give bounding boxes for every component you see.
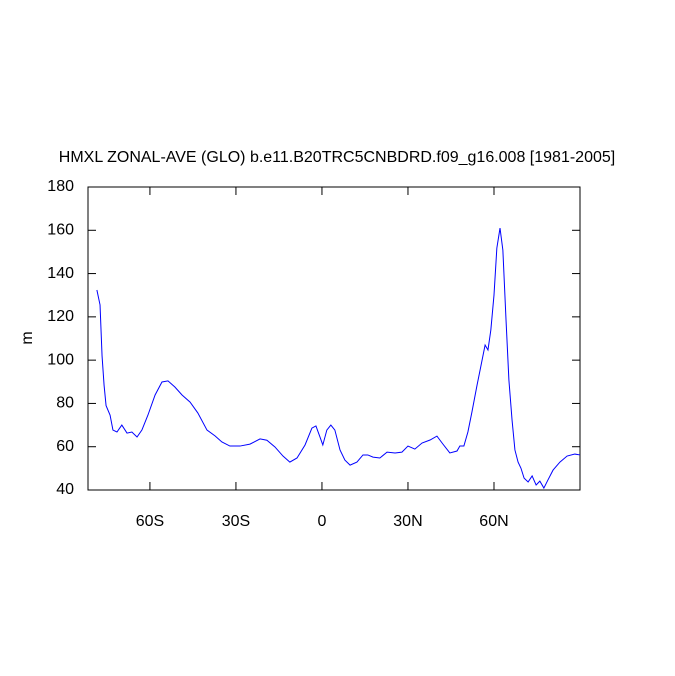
y-tick-label: 40: [56, 481, 74, 498]
x-tick-label: 30S: [222, 513, 250, 530]
y-tick-label: 140: [47, 265, 74, 282]
data-line: [96, 228, 581, 490]
x-tick-label: 0: [318, 513, 327, 530]
y-tick-label: 80: [56, 395, 74, 412]
x-tick-label: 60N: [479, 513, 508, 530]
chart-title: HMXL ZONAL-AVE (GLO) b.e11.B20TRC5CNBDRD…: [59, 149, 615, 166]
x-tick-label: 30N: [393, 513, 422, 530]
y-tick-label: 120: [47, 308, 74, 325]
plot-frame: [87, 186, 581, 491]
y-tick-label: 160: [47, 222, 74, 239]
y-tick-label: 180: [47, 178, 74, 195]
x-tick-label: 60S: [136, 513, 164, 530]
y-tick-label: 100: [47, 351, 74, 368]
y-tick-label: 60: [56, 438, 74, 455]
y-axis-label: m: [19, 331, 36, 344]
